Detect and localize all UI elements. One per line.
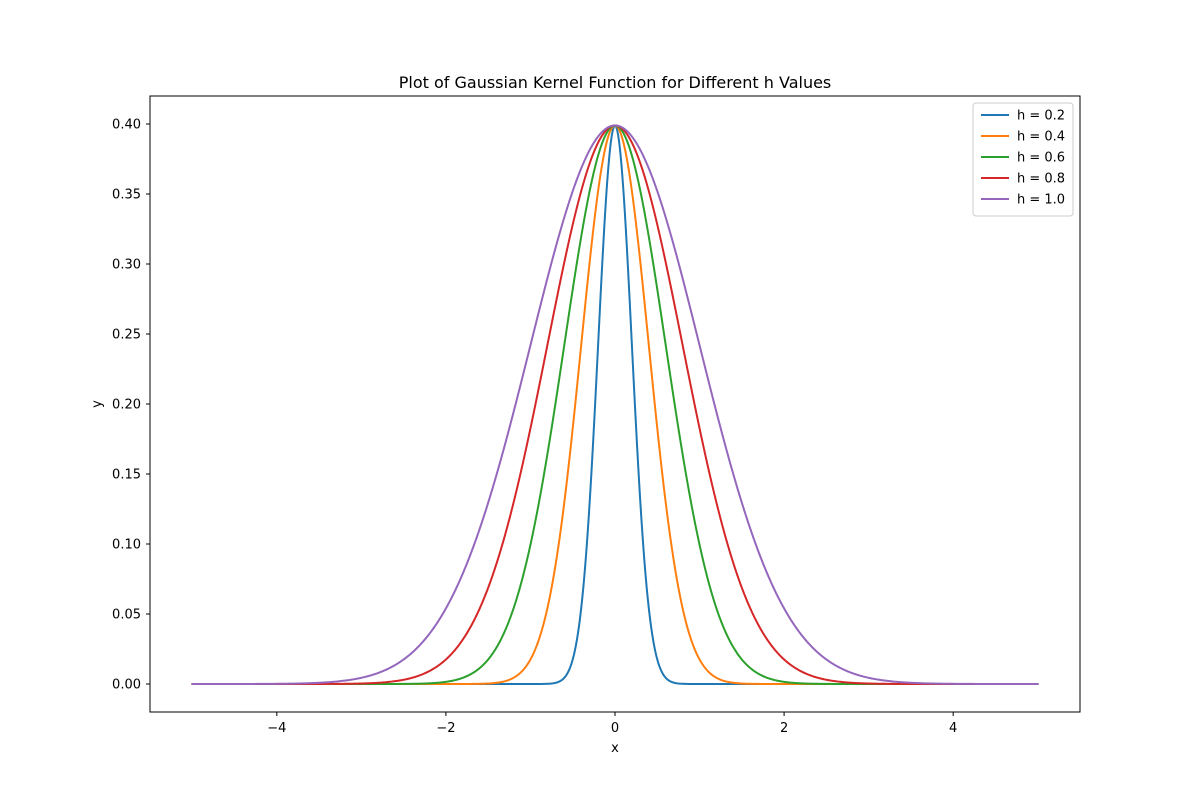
chart-title: Plot of Gaussian Kernel Function for Dif… <box>399 73 832 92</box>
x-axis-label: x <box>611 741 619 756</box>
x-axis: −4 −2 0 2 4 <box>267 712 957 736</box>
x-tick-label: −4 <box>267 721 286 736</box>
series-line-5 <box>191 124 1039 685</box>
y-tick-label: 0.05 <box>112 608 141 623</box>
legend-label: h = 0.2 <box>1017 109 1065 124</box>
y-tick-label: 0.35 <box>112 188 141 203</box>
legend-frame <box>972 102 1074 217</box>
legend: h = 0.2 h = 0.4 h = 0.6 h = 0.8 h = 1.0 <box>972 102 1074 217</box>
x-tick-label: 0 <box>611 721 619 736</box>
y-tick-label: 0.00 <box>112 678 141 693</box>
x-tick-label: 2 <box>780 721 788 736</box>
x-tick-label: −2 <box>436 721 455 736</box>
y-tick-label: 0.25 <box>112 328 141 343</box>
legend-label: h = 0.8 <box>1017 172 1065 187</box>
y-axis-label: y <box>90 400 105 408</box>
y-tick-label: 0.10 <box>112 538 141 553</box>
legend-label: h = 0.6 <box>1017 151 1065 166</box>
y-tick-label: 0.20 <box>112 398 141 413</box>
x-tick-label: 4 <box>949 721 957 736</box>
legend-label: h = 1.0 <box>1017 193 1065 208</box>
y-tick-label: 0.15 <box>112 468 141 483</box>
y-tick-label: 0.40 <box>112 118 141 133</box>
plot-area <box>150 96 1080 712</box>
y-tick-label: 0.30 <box>112 258 141 273</box>
series-layer <box>191 124 1039 685</box>
y-axis: 0.00 0.05 0.10 0.15 0.20 0.25 0.30 0.35 0.40 <box>112 118 150 693</box>
legend-label: h = 0.4 <box>1017 130 1065 145</box>
